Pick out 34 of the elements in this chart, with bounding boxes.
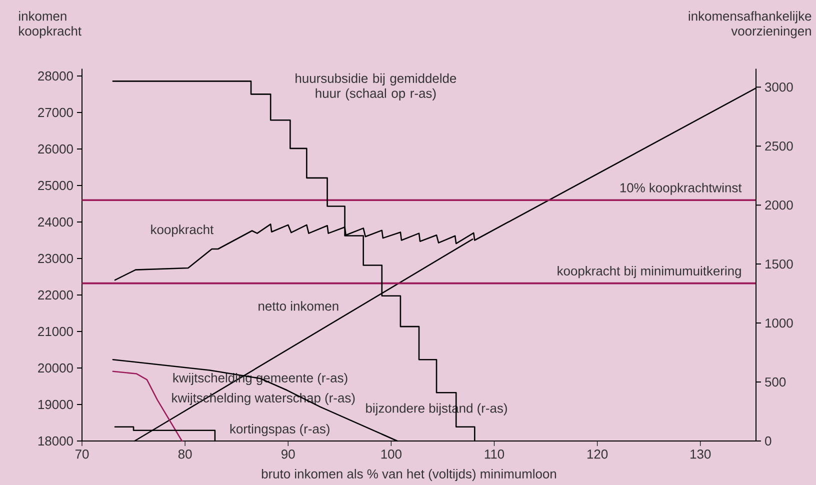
series-label: kortingspas (r-as)	[230, 424, 330, 436]
y-tick-label: 20000	[38, 363, 73, 373]
y-tick-label: 18000	[38, 436, 73, 446]
x-tick-label: 80	[178, 450, 192, 459]
x-tick-label: 90	[282, 450, 295, 459]
x-tick-label: 130	[690, 450, 711, 459]
y-tick-label: 28000	[38, 71, 73, 81]
y-tick-label: 21000	[38, 326, 73, 336]
y2-tick-label: 500	[765, 377, 786, 387]
y2-tick-label: 3000	[765, 82, 793, 92]
y2-axis-title: inkomensafhankelijke voorzieningen	[688, 11, 812, 38]
y2-tick-label: 1500	[766, 259, 793, 269]
y2-tick-label: 1000	[766, 318, 793, 328]
y2-tick-label: 2500	[765, 141, 793, 151]
series-label: netto inkomen	[258, 301, 338, 311]
y-tick-label: 19000	[38, 400, 73, 410]
series-label: huursubsidie bij gemiddelde huur (schaal op r-as)	[296, 73, 456, 100]
y2-tick-label: 0	[765, 436, 772, 446]
x-tick-label: 70	[75, 450, 89, 459]
y-tick-label: 22000	[38, 290, 73, 300]
y-axis-title: inkomen koopkracht	[19, 11, 82, 38]
y-tick-label: 25000	[38, 180, 73, 190]
x-axis-title: bruto inkomen als % van het (voltijds) minimumloon	[262, 468, 556, 482]
x-tick-label: 120	[587, 450, 608, 459]
y-tick-label: 24000	[38, 217, 73, 227]
series-label: koopkracht	[151, 224, 214, 237]
ref-line-label: koopkracht bij minimumuitkering	[558, 266, 741, 278]
x-tick-label: 100	[381, 450, 402, 459]
y2-tick-label: 2000	[765, 200, 793, 210]
x-tick-label: 110	[484, 450, 504, 459]
y-tick-label: 26000	[38, 144, 73, 154]
ref-line-label: 10% koopkrachtwinst	[620, 182, 742, 195]
y-tick-label: 27000	[38, 108, 73, 118]
y-tick-label: 23000	[38, 254, 73, 264]
